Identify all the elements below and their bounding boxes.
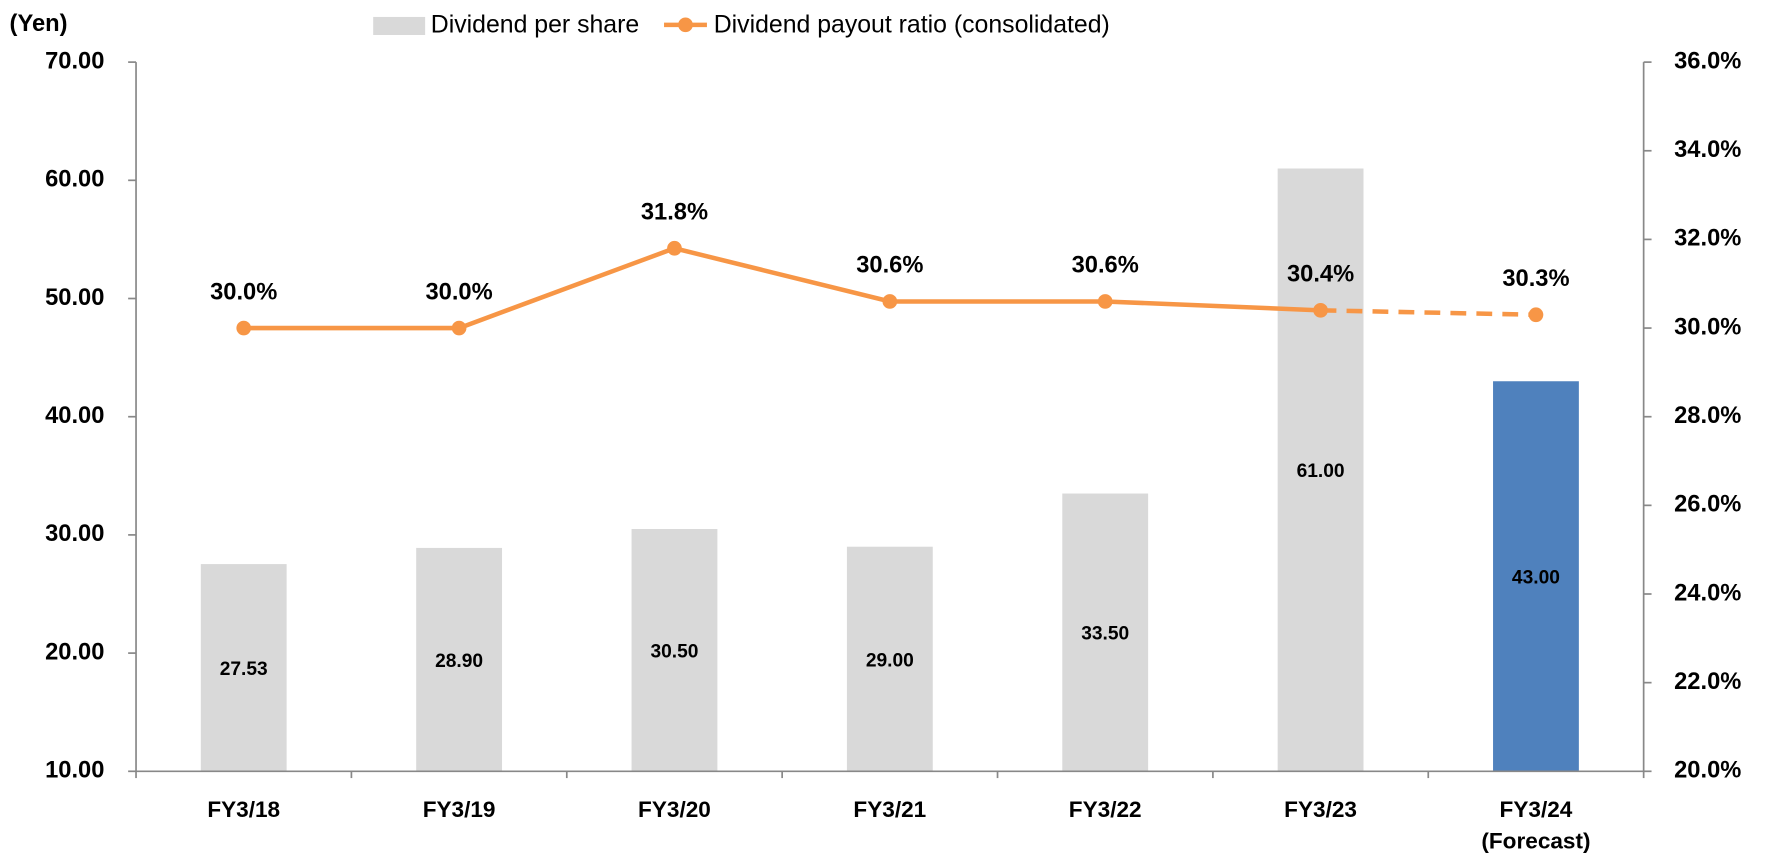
- line-value-label: 30.6%: [1072, 253, 1139, 279]
- y-tick-label: 70.00: [45, 48, 104, 74]
- y-axis-label: (Yen): [10, 11, 68, 37]
- y2-tick-label: 34.0%: [1674, 137, 1741, 163]
- line-value-label: 30.4%: [1287, 262, 1354, 288]
- x-tick-label: FY3/19: [423, 797, 496, 822]
- line-value-label: 30.0%: [210, 279, 277, 305]
- line-value-label: 31.8%: [641, 200, 708, 226]
- y-tick-label: 20.00: [45, 639, 104, 665]
- legend-swatch-marker: [678, 17, 693, 33]
- legend-label: Dividend payout ratio (consolidated): [714, 12, 1110, 39]
- x-tick-label: FY3/21: [853, 797, 926, 822]
- line-value-label: 30.3%: [1502, 266, 1569, 292]
- y-tick-label: 30.00: [45, 521, 104, 547]
- bar-value-label: 28.90: [435, 651, 483, 672]
- line-marker: [451, 320, 467, 336]
- line-series: [243, 245, 1321, 331]
- y2-tick-label: 36.0%: [1674, 48, 1741, 74]
- bar-value-label: 27.53: [220, 659, 268, 680]
- bar: [1277, 168, 1364, 772]
- bar-value-label: 30.50: [650, 641, 698, 662]
- x-tick-label: FY3/24 (Forecast): [1481, 797, 1590, 854]
- bar: [846, 546, 933, 772]
- line-value-label: 30.6%: [856, 253, 923, 279]
- bar-value-label: 33.50: [1081, 624, 1129, 645]
- y2-tick-label: 30.0%: [1674, 314, 1741, 340]
- line-marker: [882, 294, 898, 309]
- y-tick-label: 60.00: [45, 167, 104, 193]
- x-tick-label: FY3/23: [1284, 797, 1357, 822]
- bar: [200, 564, 287, 772]
- bar: [416, 547, 503, 772]
- line-marker: [667, 240, 682, 256]
- bar-value-label: 43.00: [1512, 568, 1560, 589]
- bar: [1062, 493, 1149, 772]
- line-marker: [1313, 302, 1328, 318]
- bar: [631, 528, 718, 772]
- x-tick-label: FY3/20: [638, 797, 711, 822]
- line-marker: [1528, 307, 1544, 323]
- y2-tick-label: 26.0%: [1674, 492, 1741, 518]
- y-tick-label: 50.00: [45, 285, 104, 311]
- bar-value-label: 61.00: [1297, 461, 1345, 482]
- y2-tick-label: 32.0%: [1674, 226, 1741, 252]
- x-tick-label: FY3/22: [1069, 797, 1142, 822]
- line-series-dashed: [1320, 308, 1536, 318]
- y2-tick-label: 20.0%: [1674, 758, 1741, 784]
- line-value-label: 30.0%: [425, 279, 492, 305]
- bar-value-label: 29.00: [866, 650, 914, 671]
- line-marker: [1097, 294, 1113, 309]
- y-tick-label: 40.00: [45, 403, 104, 429]
- y-tick-label: 10.00: [45, 758, 104, 784]
- y2-tick-label: 28.0%: [1674, 403, 1741, 429]
- y2-tick-label: 22.0%: [1674, 669, 1741, 695]
- line-marker: [236, 320, 252, 336]
- x-tick-label: FY3/18: [207, 797, 280, 822]
- bar: [1493, 381, 1579, 772]
- legend-swatch: [373, 16, 426, 36]
- legend-label: Dividend per share: [431, 12, 639, 39]
- y2-tick-label: 24.0%: [1674, 580, 1741, 606]
